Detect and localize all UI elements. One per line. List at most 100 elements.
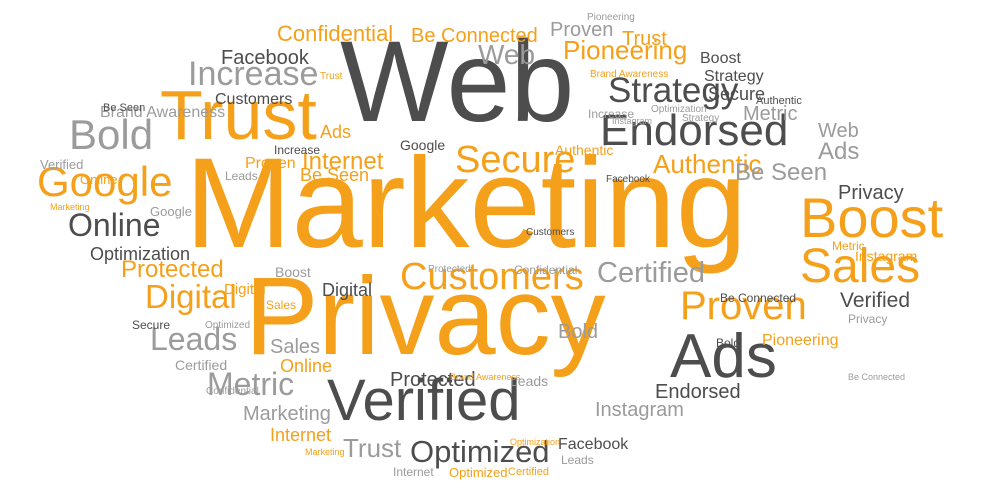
- word-digital: Digital: [145, 278, 237, 315]
- word-digital: Digital: [322, 280, 373, 300]
- word-google: Google: [37, 158, 173, 205]
- word-marketing: Marketing: [50, 202, 90, 212]
- word-instagram: Instagram: [595, 399, 684, 421]
- word-ads: Ads: [818, 138, 860, 165]
- word-strategy: Strategy: [682, 113, 720, 124]
- word-privacy: Privacy: [838, 182, 904, 204]
- word-metric: Metric: [743, 103, 798, 125]
- word-increase: Increase: [588, 107, 635, 121]
- word-sales: Sales: [266, 298, 297, 312]
- word-strategy: Strategy: [704, 68, 764, 85]
- word-be-connected: Be Connected: [411, 25, 538, 47]
- word-leads: Leads: [150, 321, 238, 357]
- word-proven: Proven: [245, 155, 296, 172]
- word-facebook: Facebook: [221, 47, 309, 69]
- word-trust: Trust: [622, 28, 667, 50]
- word-brand-awareness: Brand Awareness: [450, 372, 521, 382]
- word-digital: Digital: [224, 281, 266, 298]
- word-optimized: Optimized: [205, 320, 251, 331]
- word-privacy: Privacy: [245, 255, 606, 378]
- word-increase: Increase: [188, 55, 319, 93]
- word-pioneering: Pioneering: [762, 332, 839, 349]
- word-customers: Customers: [526, 227, 575, 238]
- word-authentic: Authentic: [653, 149, 762, 179]
- word-protected: Protected: [121, 256, 224, 283]
- word-be-seen: Be Seen: [735, 159, 828, 186]
- word-leads: Leads: [225, 169, 258, 183]
- word-optimization: Optimization: [651, 104, 707, 115]
- word-certified: Certified: [597, 257, 705, 289]
- word-facebook: Facebook: [558, 436, 629, 453]
- word-be-connected: Be Connected: [848, 372, 906, 382]
- word-leads: Leads: [561, 453, 594, 467]
- word-google: Google: [400, 137, 446, 153]
- word-instagram: Instagram: [612, 116, 653, 126]
- word-ads: Ads: [670, 322, 777, 391]
- word-verified: Verified: [327, 368, 521, 433]
- word-verified: Verified: [40, 157, 84, 172]
- word-google: Google: [150, 204, 192, 219]
- word-secure: Secure: [455, 139, 576, 181]
- word-ads: Ads: [320, 122, 352, 142]
- word-customers: Customers: [215, 91, 293, 108]
- word-strategy: Strategy: [608, 71, 739, 110]
- word-protected: Protected: [428, 264, 471, 275]
- word-pioneering: Pioneering: [587, 12, 635, 23]
- word-bold: Bold: [716, 336, 741, 350]
- word-certified: Certified: [508, 466, 549, 478]
- word-optimization: Optimization: [90, 244, 191, 264]
- word-trust: Trust: [160, 76, 317, 154]
- word-privacy: Privacy: [848, 312, 888, 326]
- word-confidential: Confidential: [514, 263, 578, 277]
- word-boost: Boost: [800, 186, 944, 249]
- word-boost: Boost: [275, 264, 311, 280]
- word-optimization: Optimization: [510, 437, 561, 447]
- word-endorsed: Endorsed: [600, 106, 789, 155]
- word-sales: Sales: [270, 336, 321, 358]
- word-protected: Protected: [390, 369, 476, 391]
- word-online: Online: [68, 207, 161, 243]
- word-endorsed: Endorsed: [655, 381, 741, 403]
- word-marketing: Marketing: [185, 132, 747, 275]
- word-optimized: Optimized: [449, 465, 508, 480]
- word-bold: Bold: [69, 111, 154, 158]
- word-online: Online: [80, 172, 118, 187]
- word-internet: Internet: [393, 465, 434, 479]
- word-trust: Trust: [320, 71, 343, 82]
- word-metric: Metric: [207, 366, 295, 402]
- word-web: Web: [340, 18, 575, 146]
- word-web: Web: [478, 39, 536, 70]
- word-confidential: Confidential: [277, 21, 394, 46]
- word-secure: Secure: [132, 318, 171, 332]
- word-web: Web: [818, 120, 859, 142]
- word-trust: Trust: [343, 433, 402, 463]
- word-brand-awareness: Brand Awareness: [590, 69, 669, 80]
- word-secure: Secure: [708, 84, 766, 104]
- word-confidential: Confidential: [206, 386, 259, 397]
- word-marketing: Marketing: [243, 403, 331, 425]
- word-be-connected: Be Connected: [720, 291, 797, 305]
- word-optimized: Optimized: [410, 434, 550, 469]
- word-brand-awareness: Brand Awareness: [100, 104, 226, 121]
- word-verified: Verified: [840, 289, 911, 312]
- word-internet: Internet: [302, 148, 384, 175]
- word-bold: Bold: [558, 321, 599, 343]
- word-pioneering: Pioneering: [563, 35, 688, 65]
- word-online: Online: [280, 356, 333, 376]
- word-be-seen: Be Seen: [300, 165, 370, 185]
- word-facebook: Facebook: [606, 174, 650, 185]
- word-sales: Sales: [800, 240, 921, 293]
- word-customers: Customers: [400, 256, 584, 298]
- word-certified: Certified: [175, 357, 228, 373]
- word-authentic: Authentic: [756, 95, 802, 107]
- word-metric: Metric: [832, 239, 865, 253]
- word-increase: Increase: [274, 143, 321, 157]
- word-authentic: Authentic: [555, 142, 614, 158]
- word-proven: Proven: [680, 284, 807, 328]
- word-marketing: Marketing: [305, 447, 345, 457]
- word-boost: Boost: [700, 50, 741, 67]
- word-be-seen: Be Seen: [103, 102, 146, 114]
- word-internet: Internet: [270, 425, 332, 445]
- word-leads: Leads: [510, 373, 549, 389]
